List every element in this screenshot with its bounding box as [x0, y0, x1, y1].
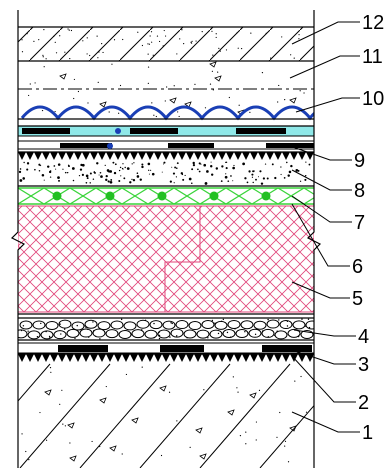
layer-5: [18, 205, 314, 313]
layer-12: [18, 27, 314, 61]
layer-8-speckle: [18, 161, 311, 185]
layer-8-serration: [18, 152, 314, 160]
label-10: 10: [362, 88, 384, 110]
layer-3-blocks: [58, 345, 312, 352]
left-edge: [10, 10, 26, 468]
layer-11-aggregate: [28, 61, 305, 118]
layer-9-strip: [18, 140, 314, 150]
layer-11: [18, 61, 314, 119]
layer-2-serration: [18, 353, 314, 362]
label-1: 1: [362, 422, 373, 444]
layer-4-stones: [18, 318, 314, 340]
label-2: 2: [358, 392, 369, 414]
label-11: 11: [362, 46, 383, 68]
label-9: 9: [354, 150, 365, 172]
layer-7-net: [18, 187, 314, 205]
layer-10-tile: [20, 105, 314, 121]
layer-9-blocks-top: [22, 128, 286, 134]
layer-5-joint: [164, 206, 201, 312]
label-12: 12: [362, 12, 384, 34]
label-5: 5: [352, 288, 363, 310]
label-6: 6: [352, 256, 363, 278]
boundary-lines: [18, 26, 314, 341]
layer-9-blocks-bottom: [60, 143, 314, 149]
label-8: 8: [354, 180, 365, 202]
layer-1-aggregate: [21, 366, 308, 463]
label-4: 4: [358, 326, 369, 348]
leader-lines: [289, 21, 360, 433]
label-3: 3: [358, 354, 369, 376]
layer-12-speckle: [21, 28, 300, 60]
label-7: 7: [354, 212, 365, 234]
layer-1-hatch: [18, 363, 314, 468]
